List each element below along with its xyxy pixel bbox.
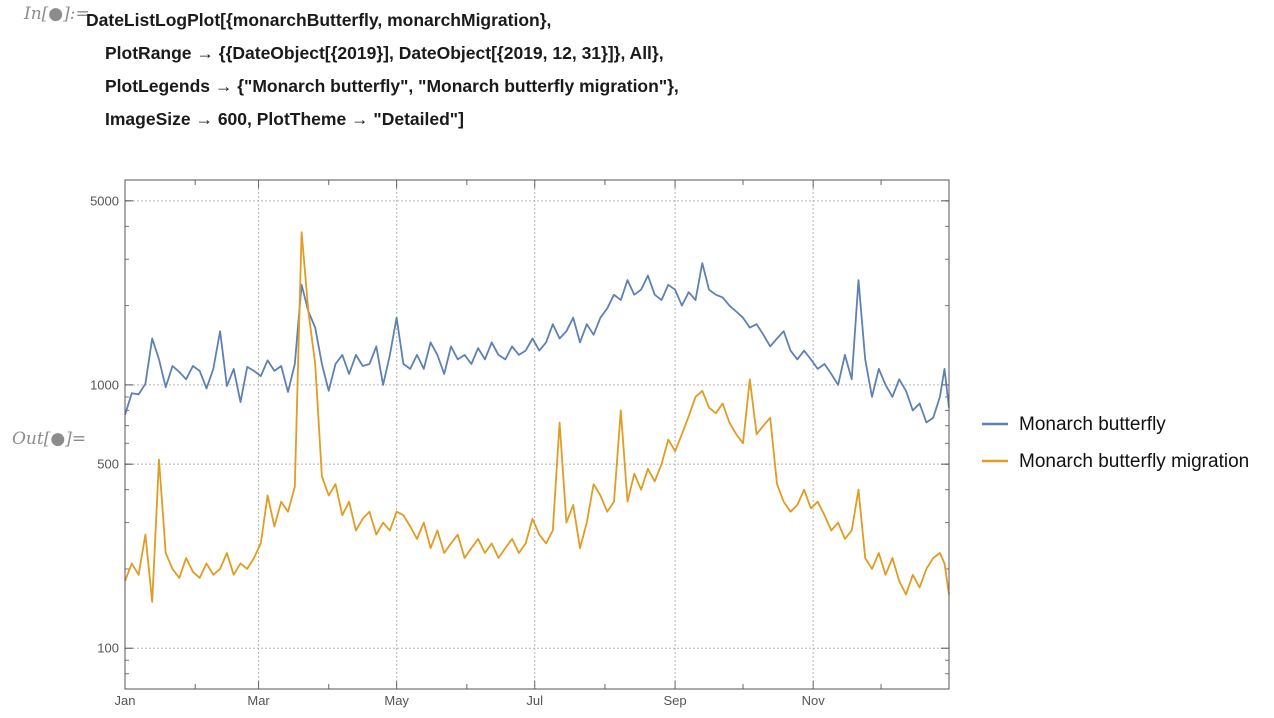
input-cell-label: In[●]:= <box>24 4 90 24</box>
x-tick-label: Nov <box>802 693 826 708</box>
y-tick-label: 5000 <box>90 193 119 208</box>
series-line-1 <box>124 262 950 424</box>
y-tick-label: 500 <box>97 457 119 472</box>
y-tick-label: 100 <box>97 641 119 656</box>
code-line-1: DateListLogPlot[{monarchButterfly, monar… <box>86 10 552 30</box>
output-cell-label: Out[●]= <box>12 429 87 449</box>
legend-label-2: Monarch butterfly migration <box>1019 451 1249 472</box>
code-line-2: PlotRange → {{DateObject[{2019}], DateOb… <box>105 43 664 63</box>
x-tick-label: Jan <box>115 693 136 708</box>
x-tick-label: May <box>384 693 409 708</box>
x-tick-label: Mar <box>247 693 270 708</box>
legend-label-1: Monarch butterfly <box>1019 414 1166 435</box>
input-cell-code[interactable]: DateListLogPlot[{monarchButterfly, monar… <box>86 4 679 136</box>
code-line-3: PlotLegends → {"Monarch butterfly", "Mon… <box>105 76 679 96</box>
code-line-4: ImageSize → 600, PlotTheme → "Detailed"] <box>105 109 464 129</box>
x-tick-label: Sep <box>664 693 687 708</box>
series-line-2 <box>124 231 950 603</box>
y-tick-label: 1000 <box>90 377 119 392</box>
plot-frame <box>124 179 950 690</box>
plot-area <box>125 180 949 689</box>
x-tick-label: Jul <box>526 693 543 708</box>
